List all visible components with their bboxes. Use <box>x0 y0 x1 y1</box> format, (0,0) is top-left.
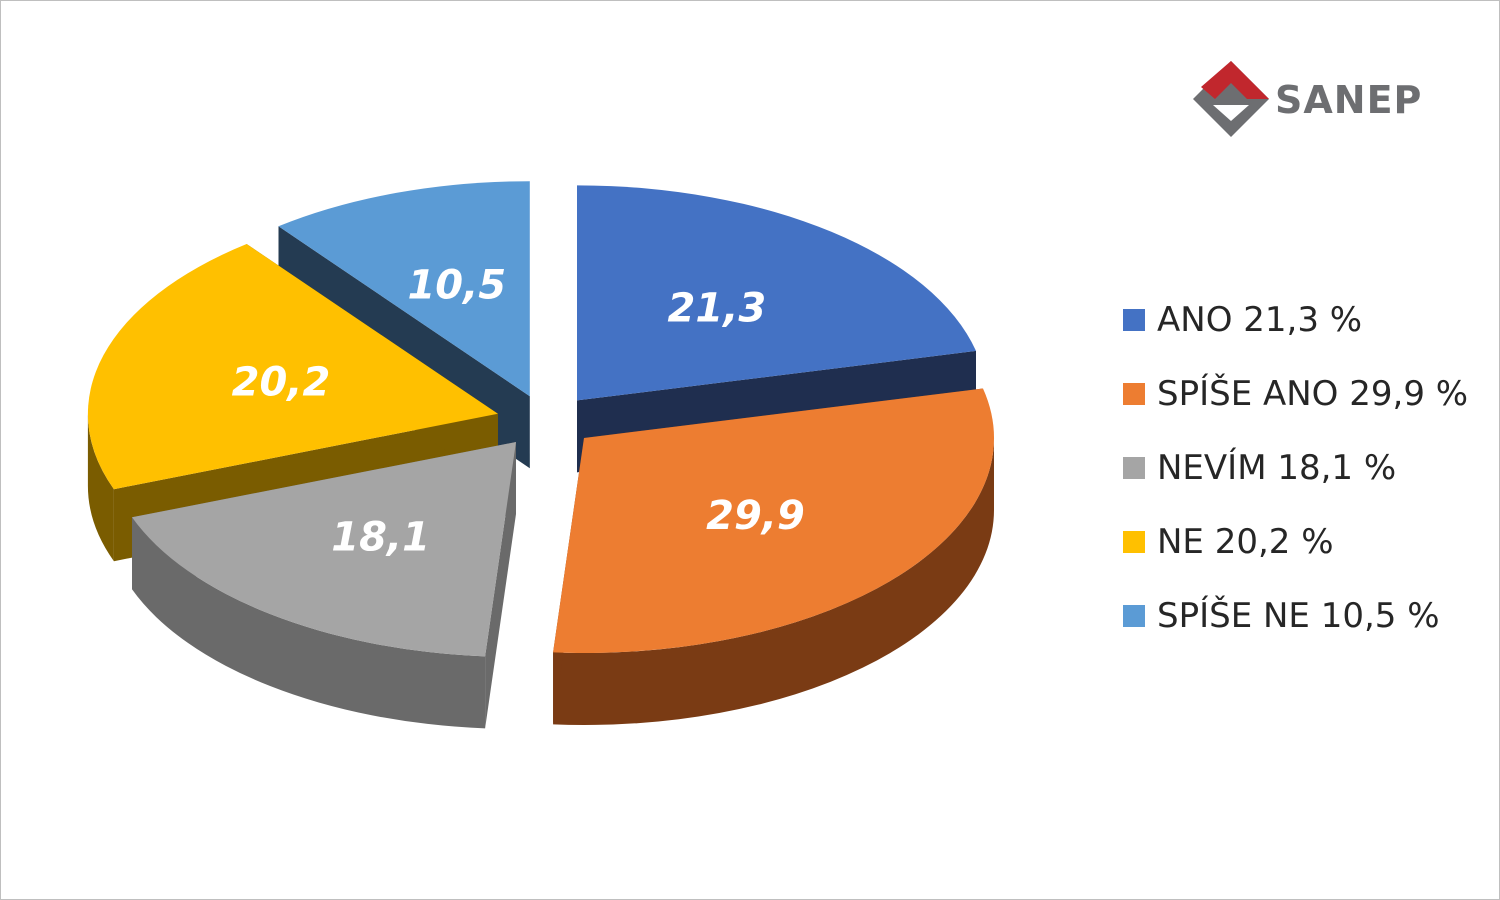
pie-slice-1 <box>553 388 995 726</box>
legend-label: NEVÍM 18,1 % <box>1157 448 1397 488</box>
legend-item-1: SPÍŠE ANO 29,9 % <box>1123 357 1468 431</box>
sanep-logo-text: SANEP <box>1275 78 1422 122</box>
pie-slice-outer-wall-3-0 <box>87 413 114 562</box>
legend-label: NE 20,2 % <box>1157 522 1334 562</box>
legend-item-4: SPÍŠE NE 10,5 % <box>1123 579 1468 653</box>
pie-data-labels: 21,3 29,9 18,1 20,2 10,5 <box>232 262 805 560</box>
legend-item-3: NE 20,2 % <box>1123 505 1468 579</box>
legend-label: SPÍŠE ANO 29,9 % <box>1157 374 1469 414</box>
pie-slice-top-3 <box>87 244 498 490</box>
sanep-logo: SANEP <box>1193 61 1422 137</box>
pie-slice-outer-wall-2-0 <box>132 517 486 729</box>
pie-slices <box>87 181 995 729</box>
legend-swatch <box>1123 531 1145 553</box>
legend-label: ANO 21,3 % <box>1157 300 1363 340</box>
pie-slice-2 <box>132 442 516 729</box>
pie-slice-value-label: 10,5 <box>407 262 506 308</box>
legend-swatch <box>1123 605 1145 627</box>
sanep-logo-mark <box>1193 61 1269 137</box>
pie-slice-top-4 <box>278 181 530 397</box>
legend-swatch <box>1123 457 1145 479</box>
pie-slice-value-label: 18,1 <box>331 515 430 561</box>
pie-slice-top-1 <box>553 388 995 654</box>
legend-swatch <box>1123 383 1145 405</box>
pie-slice-value-label: 21,3 <box>668 286 767 332</box>
pie-slice-top-0 <box>577 185 976 401</box>
chart-legend: ANO 21,3 % SPÍŠE ANO 29,9 % NEVÍM 18,1 % NE… <box>1123 283 1468 653</box>
pie-slice-value-label: 29,9 <box>706 493 805 539</box>
pie-slice-value-label: 20,2 <box>232 360 331 406</box>
legend-label: SPÍŠE NE 10,5 % <box>1157 596 1440 636</box>
legend-item-2: NEVÍM 18,1 % <box>1123 431 1468 505</box>
legend-swatch <box>1123 309 1145 331</box>
pie-slice-top-2 <box>132 442 516 657</box>
legend-item-0: ANO 21,3 % <box>1123 283 1468 357</box>
pie-slice-outer-wall-1-0 <box>553 438 994 726</box>
